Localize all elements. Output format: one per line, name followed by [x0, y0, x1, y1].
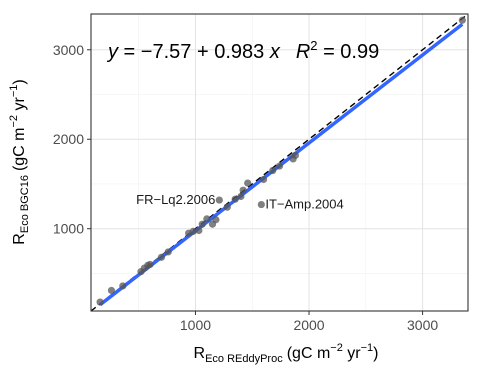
x-axis-title: REco REddyProc (gC m−2 yr−1) [194, 342, 379, 365]
data-point [203, 215, 211, 223]
data-point [244, 179, 252, 187]
data-point [231, 195, 239, 203]
data-point [189, 227, 197, 235]
equation-y: y [106, 41, 119, 63]
data-point [291, 151, 299, 159]
equation-r2-exp: 2 [310, 38, 317, 53]
equation-slope: 0.983 [214, 41, 264, 63]
y-tick-label: 1000 [53, 221, 84, 237]
equation-plus: + [191, 41, 214, 63]
x-tick-label: 2000 [293, 317, 324, 333]
annotations: FR−Lq2.2006 IT−Amp.2004 [136, 192, 344, 211]
point-annotation: IT−Amp.2004 [265, 197, 343, 212]
data-point [223, 203, 231, 211]
equation-r2-label: R [296, 41, 310, 63]
x-axis-title-unit-suffix: ) [373, 345, 378, 362]
data-point [269, 166, 277, 175]
data-point [146, 260, 154, 269]
x-axis-title-unit-exp2: −1 [361, 342, 374, 354]
y-axis-title: REco BGC16 (gC m−2 yr−1) [8, 79, 31, 244]
data-point [96, 298, 104, 306]
y-axis-title-unit-prefix: (gC m [11, 127, 28, 171]
data-point [215, 196, 223, 204]
y-axis-title-unit-suffix: ) [11, 79, 28, 84]
x-tick-label: 3000 [407, 317, 438, 333]
data-point [237, 192, 245, 201]
data-point [157, 253, 166, 261]
data-point [458, 16, 466, 24]
y-axis-title-unit-exp2: −1 [8, 85, 20, 98]
equation-text: y = −7.57 + 0.983 x R2 = 0.99 [106, 38, 379, 63]
y-axis-title-sub: Eco BGC16 [19, 175, 31, 233]
x-axis-title-unit-mid: yr [343, 345, 361, 362]
data-point [212, 216, 220, 224]
data-point [107, 286, 116, 295]
y-axis-title-unit-mid: yr [11, 97, 28, 115]
grid-lines [91, 14, 468, 311]
equation-x: x [264, 41, 281, 63]
equation-eq-sign: = [118, 41, 141, 63]
y-axis-title-main: R [11, 233, 28, 245]
panel-border [90, 13, 469, 312]
equation-intercept: −7.57 [141, 41, 192, 63]
point-annotation: FR−Lq2.2006 [136, 192, 215, 207]
y-tick-label: 2000 [53, 131, 84, 147]
data-point [198, 220, 206, 228]
data-point [260, 175, 268, 184]
x-axis-title-unit-exp1: −2 [330, 342, 343, 354]
data-point [275, 162, 284, 170]
axis-ticks: 1000 2000 3000 1000 2000 3000 [53, 42, 439, 333]
equation-r2-value: = 0.99 [318, 41, 380, 63]
x-axis-title-sub: Eco REddyProc [205, 353, 283, 365]
y-tick-label: 3000 [53, 42, 84, 58]
y-axis-title-unit-exp1: −2 [8, 115, 20, 128]
data-point [239, 186, 247, 194]
data-point [164, 248, 172, 256]
data-point [257, 200, 265, 209]
x-axis-title-main: R [194, 345, 206, 362]
x-axis-title-unit-prefix: (gC m [287, 345, 331, 362]
data-point [119, 282, 127, 290]
x-tick-label: 1000 [180, 317, 211, 333]
data-point [195, 226, 203, 235]
data-points [96, 16, 466, 306]
